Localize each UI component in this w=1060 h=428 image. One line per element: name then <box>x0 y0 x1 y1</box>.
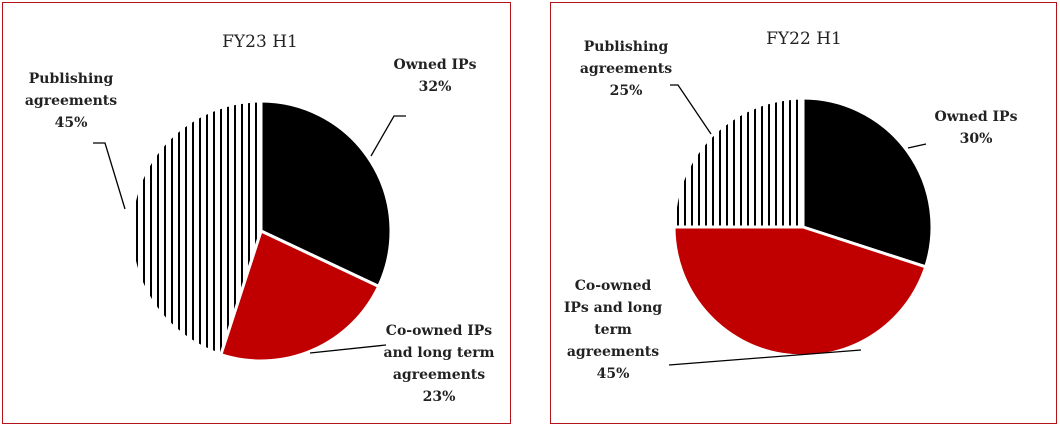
slice-label-co-owned: Co-owned IPs and long term agreements 45% <box>564 278 663 382</box>
pie-slice-publishing <box>129 99 263 357</box>
chart-title: FY23 H1 <box>222 32 298 52</box>
pie-chart-fy22: FY22 H1 Owned IPs 30% Co-owned IPs and long… <box>564 29 1018 382</box>
slice-label-owned-ips: Owned IPs 32% <box>394 57 477 95</box>
chart-panel-fy23: FY23 H1 Owned IPs 32% Co-owned IPs and long… <box>2 2 511 424</box>
slice-label-publishing: Publishing agreements 45% <box>25 71 117 131</box>
chart-title: FY22 H1 <box>766 29 842 49</box>
pie-slice-owned-ips <box>801 96 934 269</box>
leader-line <box>907 143 927 149</box>
leader-line <box>668 349 862 366</box>
chart-panel-fy22: FY22 H1 Owned IPs 30% Co-owned IPs and long… <box>550 2 1057 424</box>
pie-slice-publishing <box>672 96 805 229</box>
leader-line <box>309 344 387 354</box>
pie-slice-owned-ips <box>259 99 393 289</box>
leader-line <box>370 115 406 157</box>
leader-line <box>93 142 126 210</box>
leader-line <box>670 84 712 135</box>
slice-label-owned-ips: Owned IPs 30% <box>935 109 1018 147</box>
pie-chart-fy23: FY23 H1 Owned IPs 32% Co-owned IPs and long… <box>25 32 495 405</box>
slice-label-co-owned-ips: Co-owned IPs and long term agreements 23% <box>384 323 495 405</box>
slice-label-publishing: Publishing agreements 25% <box>580 39 672 99</box>
pie-slice-co-owned <box>672 225 928 358</box>
pie-slice-co-owned-ips <box>218 228 381 363</box>
